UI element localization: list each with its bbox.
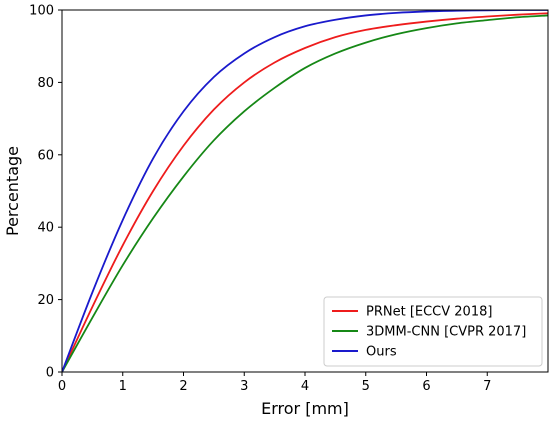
legend-label-0: PRNet [ECCV 2018] [366, 305, 492, 320]
x-axis-label: Error [mm] [261, 399, 349, 418]
y-tick-label: 20 [37, 293, 54, 308]
y-tick-label: 40 [37, 221, 54, 236]
x-tick-label: 5 [362, 379, 370, 394]
y-tick-label: 0 [46, 366, 54, 381]
y-tick-label: 60 [37, 148, 54, 163]
legend-label-2: Ours [366, 345, 397, 360]
series-line-1 [62, 14, 548, 372]
x-tick-label: 1 [119, 379, 127, 394]
series-lines [62, 10, 548, 372]
y-tick-label: 80 [37, 76, 54, 91]
x-tick-label: 3 [240, 379, 248, 394]
x-tick-label: 7 [483, 379, 491, 394]
y-axis-label: Percentage [3, 146, 22, 236]
x-tick-label: 0 [58, 379, 66, 394]
x-tick-label: 2 [179, 379, 187, 394]
y-tick-label: 100 [29, 4, 54, 19]
legend: PRNet [ECCV 2018] 3DMM-CNN [CVPR 2017] Our… [323, 296, 543, 367]
legend-label-1: 3DMM-CNN [CVPR 2017] [366, 325, 526, 340]
x-tick-label: 4 [301, 379, 309, 394]
legend-box [323, 296, 543, 367]
x-tick-label: 6 [422, 379, 430, 394]
plot-area: 0 1 2 3 4 5 6 7 0 20 40 60 80 100 [29, 4, 549, 394]
series-line-0 [62, 12, 548, 372]
series-line-2 [62, 10, 548, 372]
